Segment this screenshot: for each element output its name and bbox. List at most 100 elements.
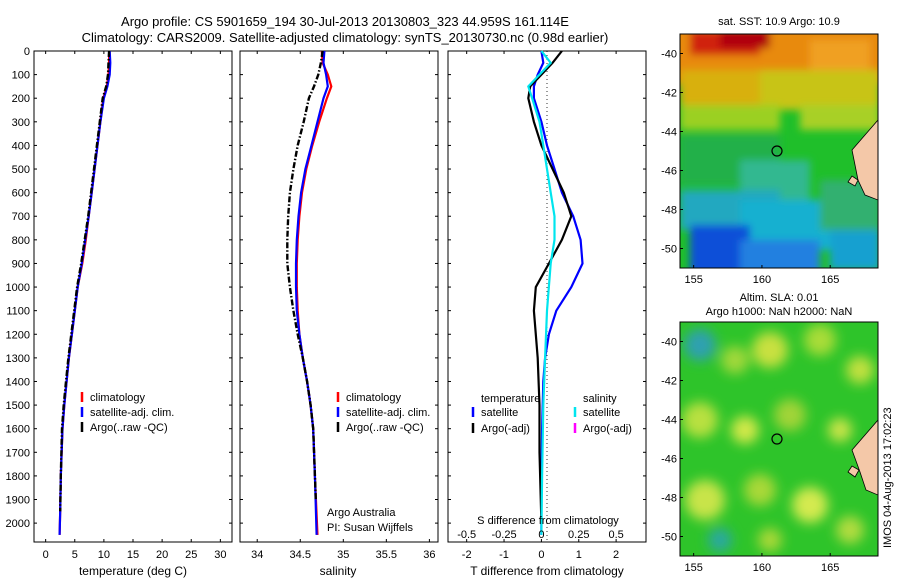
legend-label: satellite xyxy=(481,407,518,419)
y-tick-label: 1200 xyxy=(6,329,30,341)
difference-panel: -2 -1 0 1 2 temperature salinity satellite Argo… xyxy=(447,50,647,578)
temperature-ticks: 0100200300400500600700800900100011001200… xyxy=(6,46,232,561)
salinity-annotation-2: PI: Susan Wijffels xyxy=(327,522,413,534)
y-tick-label: 1600 xyxy=(6,424,30,436)
sla-map: Altim. SLA: 0.01 Argo h1000: NaN h2000: … xyxy=(661,292,879,575)
legend-label: Argo(-adj) xyxy=(583,423,632,435)
y-tick-label: 900 xyxy=(12,258,30,270)
legend-label: satellite-adj. clim. xyxy=(346,407,430,419)
sla-float-marker xyxy=(771,433,783,445)
x-tick-label: 0 xyxy=(43,549,49,561)
x-tick-label: 35 xyxy=(337,549,349,561)
x-tick-label: 0 xyxy=(538,549,544,561)
legend-title-salinity: salinity xyxy=(583,393,617,405)
legend-label: climatology xyxy=(90,392,146,404)
y-tick-label: 1700 xyxy=(6,447,30,459)
sla-heatmap xyxy=(680,322,878,556)
salinity-panel: 34 34.5 35 35.5 36 climatology satellite-adj.… xyxy=(239,50,439,578)
x-tick-label: 35.5 xyxy=(376,549,397,561)
series-line-0 xyxy=(58,51,111,535)
y-tick-label: 1000 xyxy=(6,282,30,294)
y-tick-label: 700 xyxy=(12,211,30,223)
y-tick-label: 300 xyxy=(12,117,30,129)
map-y-tick-label: -48 xyxy=(661,493,677,505)
x-tick-label: 25 xyxy=(185,549,197,561)
header-line1: Argo profile: CS 5901659_194 30-Jul-2013… xyxy=(121,14,569,29)
temperature-legend: climatology satellite-adj. clim. Argo(..ra… xyxy=(80,392,174,434)
imos-watermark: IMOS 04-Aug-2013 17:02:23 xyxy=(882,407,894,548)
salinity-ticks: 34 34.5 35 35.5 36 xyxy=(240,50,438,561)
x-tick-label: -2 xyxy=(462,549,472,561)
x-tick-label: 10 xyxy=(98,549,110,561)
map-y-tick-label: -48 xyxy=(661,205,677,217)
map-y-tick-label: -42 xyxy=(661,376,677,388)
s-diff-tick-label: 0.5 xyxy=(608,529,623,541)
series-line-2 xyxy=(527,50,556,535)
x-tick-label: -1 xyxy=(499,549,509,561)
legend-title-temperature: temperature xyxy=(481,393,540,405)
map-y-tick-label: -40 xyxy=(661,49,677,61)
sla-map-ticks: 155 160 165 -40 -42 -44 -46 -48 -50 xyxy=(661,337,839,575)
map-x-tick-label: 165 xyxy=(821,274,839,286)
map-y-tick-label: -44 xyxy=(661,415,677,427)
difference-axes xyxy=(447,50,647,543)
legend-label: satellite xyxy=(583,407,620,419)
y-tick-label: 1300 xyxy=(6,353,30,365)
s-diff-tick-label: 0 xyxy=(538,529,544,541)
y-tick-label: 0 xyxy=(24,46,30,58)
legend-label: Argo(..raw -QC) xyxy=(90,422,168,434)
map-y-tick-label: -44 xyxy=(661,127,677,139)
map-y-tick-label: -46 xyxy=(661,454,677,466)
s-diff-tick-label: -0.25 xyxy=(491,529,516,541)
salinity-series xyxy=(286,50,333,535)
series-line-1 xyxy=(294,50,329,535)
y-tick-label: 1500 xyxy=(6,400,30,412)
x-tick-label: 34.5 xyxy=(290,549,311,561)
x-tick-label: 20 xyxy=(156,549,168,561)
header-line2: Climatology: CARS2009. Satellite-adjuste… xyxy=(82,30,609,45)
sst-map-title: sat. SST: 10.9 Argo: 10.9 xyxy=(718,16,840,28)
y-tick-label: 2000 xyxy=(6,518,30,530)
temperature-panel: 0100200300400500600700800900100011001200… xyxy=(6,46,233,578)
legend-label: climatology xyxy=(346,392,402,404)
sla-map-title: Altim. SLA: 0.01 xyxy=(740,292,819,304)
y-tick-label: 400 xyxy=(12,140,30,152)
legend-label: Argo(..raw -QC) xyxy=(346,422,424,434)
sst-float-marker xyxy=(771,145,783,157)
map-x-tick-label: 160 xyxy=(753,562,771,574)
difference-top-xlabel: S difference from climatology xyxy=(477,515,619,527)
map-y-tick-label: -42 xyxy=(661,88,677,100)
map-y-tick-label: -40 xyxy=(661,337,677,349)
sst-heatmap xyxy=(680,34,878,268)
temperature-axes xyxy=(33,50,233,543)
salinity-xlabel: salinity xyxy=(320,564,357,578)
difference-xlabel: T difference from climatology xyxy=(470,564,624,578)
salinity-annotation-1: Argo Australia xyxy=(327,507,396,519)
series-line-2 xyxy=(286,50,324,500)
map-y-tick-label: -50 xyxy=(661,532,677,544)
sst-map-ticks: 155 160 165 -40 -42 -44 -46 -48 -50 xyxy=(661,49,839,287)
difference-legend: temperature salinity satellite Argo(-adj) sa… xyxy=(457,393,632,541)
series-line-1 xyxy=(58,50,112,535)
s-diff-tick-label: 0.25 xyxy=(568,529,589,541)
difference-series xyxy=(527,50,584,535)
temperature-xlabel: temperature (deg C) xyxy=(79,564,187,578)
x-tick-label: 1 xyxy=(576,549,582,561)
series-line-0 xyxy=(532,50,584,535)
sla-map-subtitle: Argo h1000: NaN h2000: NaN xyxy=(706,306,853,318)
y-tick-label: 800 xyxy=(12,235,30,247)
temperature-series xyxy=(58,50,112,535)
x-tick-label: 34 xyxy=(251,549,263,561)
y-tick-label: 500 xyxy=(12,164,30,176)
legend-label: satellite-adj. clim. xyxy=(90,407,174,419)
x-tick-label: 5 xyxy=(72,549,78,561)
map-y-tick-label: -46 xyxy=(661,166,677,178)
y-tick-label: 100 xyxy=(12,70,30,82)
s-diff-tick-label: -0.5 xyxy=(457,529,476,541)
y-tick-label: 1400 xyxy=(6,376,30,388)
map-x-tick-label: 160 xyxy=(753,274,771,286)
y-tick-label: 1800 xyxy=(6,471,30,483)
salinity-axes xyxy=(239,50,439,543)
series-line-2 xyxy=(59,50,111,512)
